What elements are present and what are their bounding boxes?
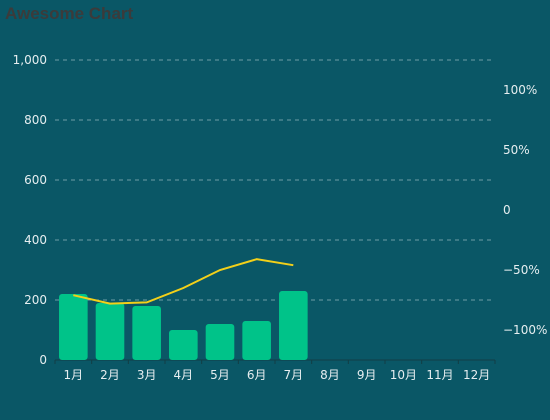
y-tick-label-left: 600 [24, 173, 47, 187]
bar [279, 291, 308, 360]
y-tick-label-right: −50% [503, 263, 540, 277]
bar [205, 324, 235, 360]
bar [132, 306, 161, 360]
x-tick-label: 6月 [247, 368, 267, 382]
y-tick-label-left: 400 [24, 233, 47, 247]
y-tick-label-left: 0 [39, 353, 47, 367]
bar [95, 303, 125, 360]
y-tick-label-right: 100% [503, 83, 537, 97]
x-tick-label: 1月 [64, 368, 84, 382]
bar [169, 330, 198, 360]
y-axis-left: 0 200 400 600 800 1,000 [13, 53, 47, 367]
x-tick-label: 11月 [426, 368, 453, 382]
y-tick-label-left: 800 [24, 113, 47, 127]
y-tick-label-right: −100% [503, 323, 547, 337]
line-series [73, 258, 294, 305]
x-tick-label: 3月 [137, 368, 157, 382]
bar-series [59, 291, 308, 360]
bar [242, 321, 271, 360]
bar [59, 294, 88, 360]
x-tick-label: 8月 [320, 368, 340, 382]
x-tick-label: 5月 [210, 368, 230, 382]
x-tick-label: 7月 [284, 368, 304, 382]
chart-title: Awesome Chart [5, 4, 134, 23]
y-tick-label-right: 50% [503, 143, 530, 157]
x-axis: 1月 2月 3月 4月 5月 6月 7月 8月 9月 10月 11月 12月 [54, 360, 496, 382]
y-axis-right: −100% −50% 0 50% 100% [503, 83, 547, 337]
y-tick-label-left: 1,000 [13, 53, 47, 67]
y-tick-label-left: 200 [24, 293, 47, 307]
x-tick-label: 2月 [100, 368, 120, 382]
x-tick-label: 4月 [174, 368, 194, 382]
grid-lines [55, 59, 495, 301]
x-tick-label: 12月 [463, 368, 490, 382]
x-tick-label: 10月 [390, 368, 417, 382]
x-tick-label: 9月 [357, 368, 377, 382]
y-tick-label-right: 0 [503, 203, 511, 217]
